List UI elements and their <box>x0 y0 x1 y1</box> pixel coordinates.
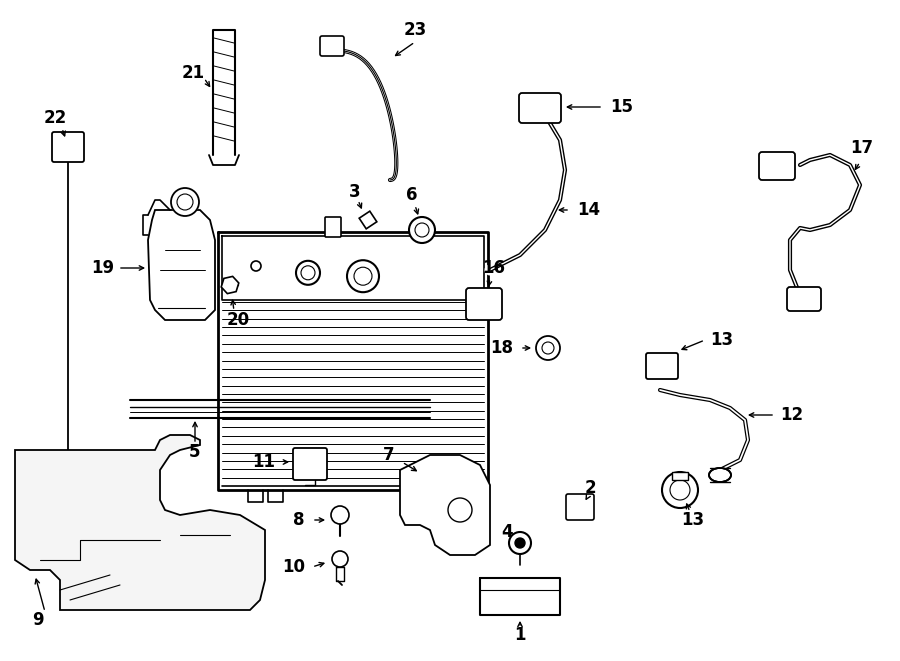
Text: 10: 10 <box>282 558 305 576</box>
FancyBboxPatch shape <box>325 217 341 237</box>
FancyBboxPatch shape <box>787 287 821 311</box>
Text: 13: 13 <box>681 511 705 529</box>
Text: 1: 1 <box>514 626 526 644</box>
Circle shape <box>536 336 560 360</box>
Text: 14: 14 <box>577 201 600 219</box>
Circle shape <box>409 217 435 243</box>
Circle shape <box>509 532 531 554</box>
Text: 12: 12 <box>780 406 803 424</box>
Text: 9: 9 <box>32 611 44 629</box>
Text: 7: 7 <box>383 446 395 464</box>
Text: 18: 18 <box>490 339 513 357</box>
Circle shape <box>332 551 348 567</box>
Text: 19: 19 <box>92 259 114 277</box>
Polygon shape <box>400 455 490 555</box>
Text: 6: 6 <box>406 186 418 204</box>
FancyBboxPatch shape <box>672 472 688 480</box>
Text: 3: 3 <box>349 183 361 201</box>
Circle shape <box>251 261 261 271</box>
Circle shape <box>296 261 320 285</box>
FancyBboxPatch shape <box>646 353 678 379</box>
Text: 21: 21 <box>182 64 204 82</box>
Text: 15: 15 <box>610 98 633 116</box>
Circle shape <box>515 538 525 548</box>
Text: 2: 2 <box>584 479 596 497</box>
Text: 17: 17 <box>850 139 874 157</box>
Text: 20: 20 <box>227 311 249 329</box>
Text: 8: 8 <box>293 511 305 529</box>
Circle shape <box>171 188 199 216</box>
Polygon shape <box>148 210 215 320</box>
Text: 16: 16 <box>482 259 506 277</box>
Ellipse shape <box>709 468 731 482</box>
Circle shape <box>331 506 349 524</box>
FancyBboxPatch shape <box>519 93 561 123</box>
Text: 13: 13 <box>710 331 734 349</box>
Polygon shape <box>15 435 265 610</box>
FancyBboxPatch shape <box>293 448 327 480</box>
Text: 22: 22 <box>43 109 67 127</box>
Text: 11: 11 <box>252 453 275 471</box>
FancyBboxPatch shape <box>52 132 84 162</box>
FancyBboxPatch shape <box>320 36 344 56</box>
Text: 23: 23 <box>403 21 427 39</box>
FancyBboxPatch shape <box>466 288 502 320</box>
Circle shape <box>662 472 698 508</box>
FancyBboxPatch shape <box>759 152 795 180</box>
Circle shape <box>347 260 379 292</box>
Text: 4: 4 <box>501 523 513 541</box>
Text: 5: 5 <box>189 443 201 461</box>
FancyBboxPatch shape <box>566 494 594 520</box>
